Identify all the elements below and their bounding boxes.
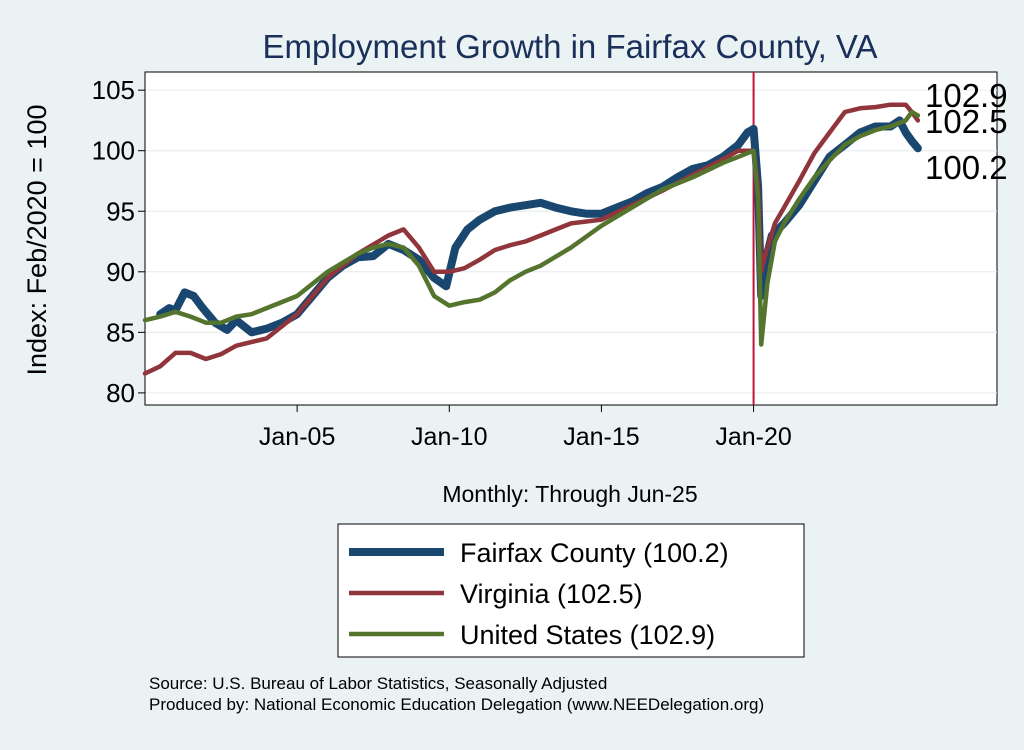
end-label-3: 102.9: [925, 77, 1008, 114]
legend-label-3: United States (102.9): [460, 620, 715, 650]
plot-area: [144, 71, 998, 406]
y-tick-label: 85: [106, 317, 135, 347]
y-tick-label: 105: [92, 75, 135, 105]
series-layer: [142, 102, 922, 376]
legend: Fairfax County (100.2) Virginia (102.5) Un…: [349, 538, 729, 650]
chart-title: Employment Growth in Fairfax County, VA: [263, 28, 878, 65]
x-axis-label: Monthly: Through Jun-25: [442, 481, 697, 507]
y-tick-label: 80: [106, 378, 135, 408]
series-line-3: [142, 109, 921, 347]
produced-by-note: Produced by: National Economic Education…: [149, 695, 764, 714]
y-axis-label: Index: Feb/2020 = 100: [22, 105, 52, 376]
y-tick-label: 90: [106, 257, 135, 287]
x-tick-label: Jan-15: [563, 423, 639, 451]
y-axis: 80 85 90 95 100 105: [92, 72, 146, 408]
source-note: Source: U.S. Bureau of Labor Statistics,…: [149, 674, 607, 693]
x-tick-label: Jan-20: [715, 423, 791, 451]
legend-label-2: Virginia (102.5): [460, 579, 643, 609]
series-line-2: [142, 102, 921, 376]
y-tick-label: 100: [92, 136, 135, 166]
y-tick-label: 95: [106, 196, 135, 226]
end-label-1: 100.2: [925, 149, 1008, 186]
end-label-2: 102.5: [925, 103, 1008, 140]
x-axis: Jan-05 Jan-10 Jan-15 Jan-20: [145, 404, 997, 451]
series-line-1: [156, 116, 922, 337]
x-tick-label: Jan-10: [411, 423, 487, 451]
x-tick-label: Jan-05: [259, 423, 335, 451]
legend-label-1: Fairfax County (100.2): [460, 538, 729, 568]
